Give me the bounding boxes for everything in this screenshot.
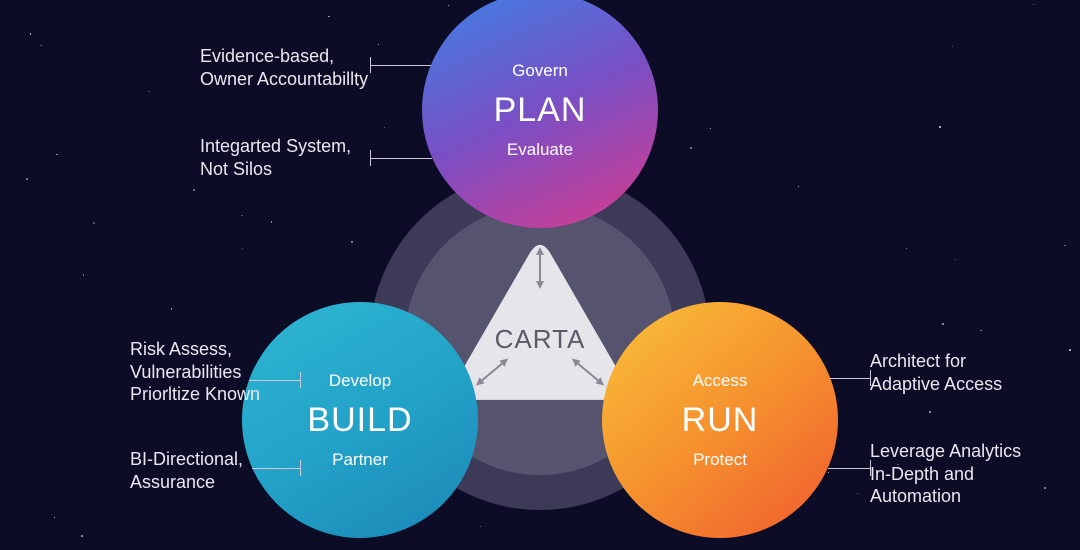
- annotation-build-bottom-line1: Assurance: [130, 471, 340, 494]
- connector-tick: [300, 460, 301, 476]
- annotation-build-bottom-line0: BI-Directional,: [130, 448, 340, 471]
- connector-tick: [300, 372, 301, 388]
- circle-plan-top: Govern: [512, 61, 568, 81]
- circle-run-title: RUN: [682, 401, 759, 440]
- annotation-build-top: Risk Assess,VulnerabilitiesPriorltize Kn…: [130, 338, 340, 406]
- star: [93, 222, 95, 224]
- connector-line: [249, 380, 300, 381]
- connector-line: [830, 378, 870, 379]
- star: [242, 248, 243, 249]
- star: [30, 33, 31, 34]
- star: [980, 330, 981, 331]
- annotation-build-top-line1: Vulnerabilities: [130, 361, 340, 384]
- annotation-run-bottom-line0: Leverage Analytics: [870, 440, 1070, 463]
- circle-run: Access RUN Protect: [602, 302, 838, 538]
- annotation-plan-bottom-line1: Not Silos: [200, 158, 410, 181]
- center-label: CARTA: [480, 324, 600, 355]
- annotation-run-top-line0: Architect for: [870, 350, 1070, 373]
- circle-run-top: Access: [693, 371, 748, 391]
- annotation-run-top-line1: Adaptive Access: [870, 373, 1070, 396]
- connector-tick: [870, 370, 871, 386]
- carta-diagram: CARTAGovernPLANEvaluateDevelopBUILDPartn…: [0, 0, 1080, 550]
- star: [81, 535, 83, 537]
- circle-build-title: BUILD: [307, 401, 412, 440]
- connector-line: [370, 65, 431, 66]
- circle-run-bottom: Protect: [693, 450, 747, 470]
- star: [857, 493, 858, 494]
- annotation-run-bottom-line2: Automation: [870, 485, 1070, 508]
- connector-tick: [870, 460, 871, 476]
- connector-line: [252, 468, 300, 469]
- circle-plan-bottom: Evaluate: [507, 140, 573, 160]
- annotation-plan-bottom-line0: Integarted System,: [200, 135, 410, 158]
- circle-build-bottom: Partner: [332, 450, 388, 470]
- circle-plan: Govern PLAN Evaluate: [422, 0, 658, 228]
- annotation-build-bottom: BI-Directional,Assurance: [130, 448, 340, 493]
- star: [480, 526, 481, 527]
- connector-line: [828, 468, 870, 469]
- star: [26, 178, 28, 180]
- annotation-run-top: Architect forAdaptive Access: [870, 350, 1070, 395]
- star: [952, 46, 953, 47]
- connector-line: [370, 158, 432, 159]
- star: [40, 45, 41, 46]
- annotation-build-top-line2: Priorltize Known: [130, 383, 340, 406]
- annotation-build-top-line0: Risk Assess,: [130, 338, 340, 361]
- annotation-plan-top-line1: Owner Accountabillty: [200, 68, 410, 91]
- annotation-plan-top: Evidence-based,Owner Accountabillty: [200, 45, 410, 90]
- annotation-run-bottom-line1: In-Depth and: [870, 463, 1070, 486]
- circle-plan-title: PLAN: [494, 91, 587, 130]
- star: [942, 323, 944, 325]
- annotation-run-bottom: Leverage AnalyticsIn-Depth andAutomation: [870, 440, 1070, 508]
- star: [241, 215, 242, 216]
